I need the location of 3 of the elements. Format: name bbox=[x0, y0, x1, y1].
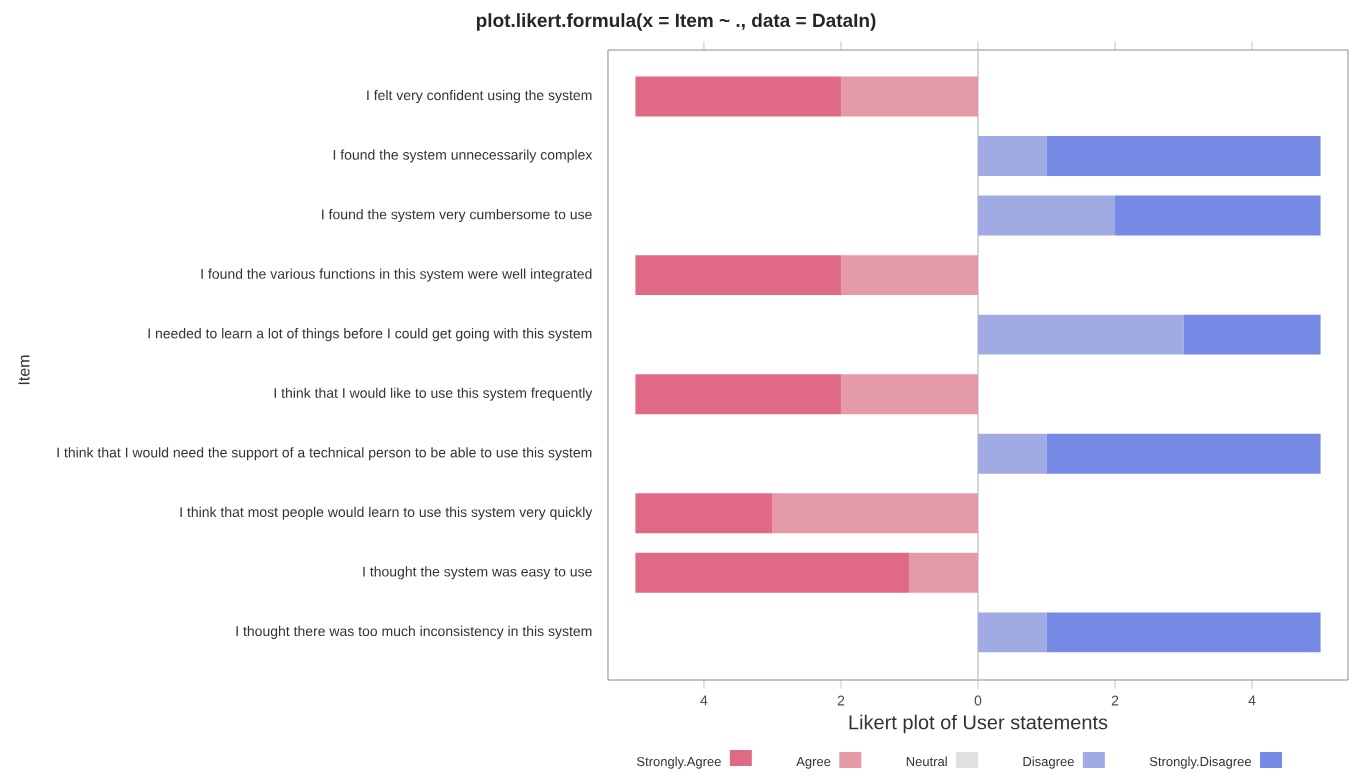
x-axis-title: Likert plot of User statements bbox=[849, 714, 1108, 734]
chart-title: plot.likert.formula(x = Item ~ ., data = DataIn) bbox=[476, 13, 876, 31]
y-axis-title: Item bbox=[18, 355, 30, 385]
